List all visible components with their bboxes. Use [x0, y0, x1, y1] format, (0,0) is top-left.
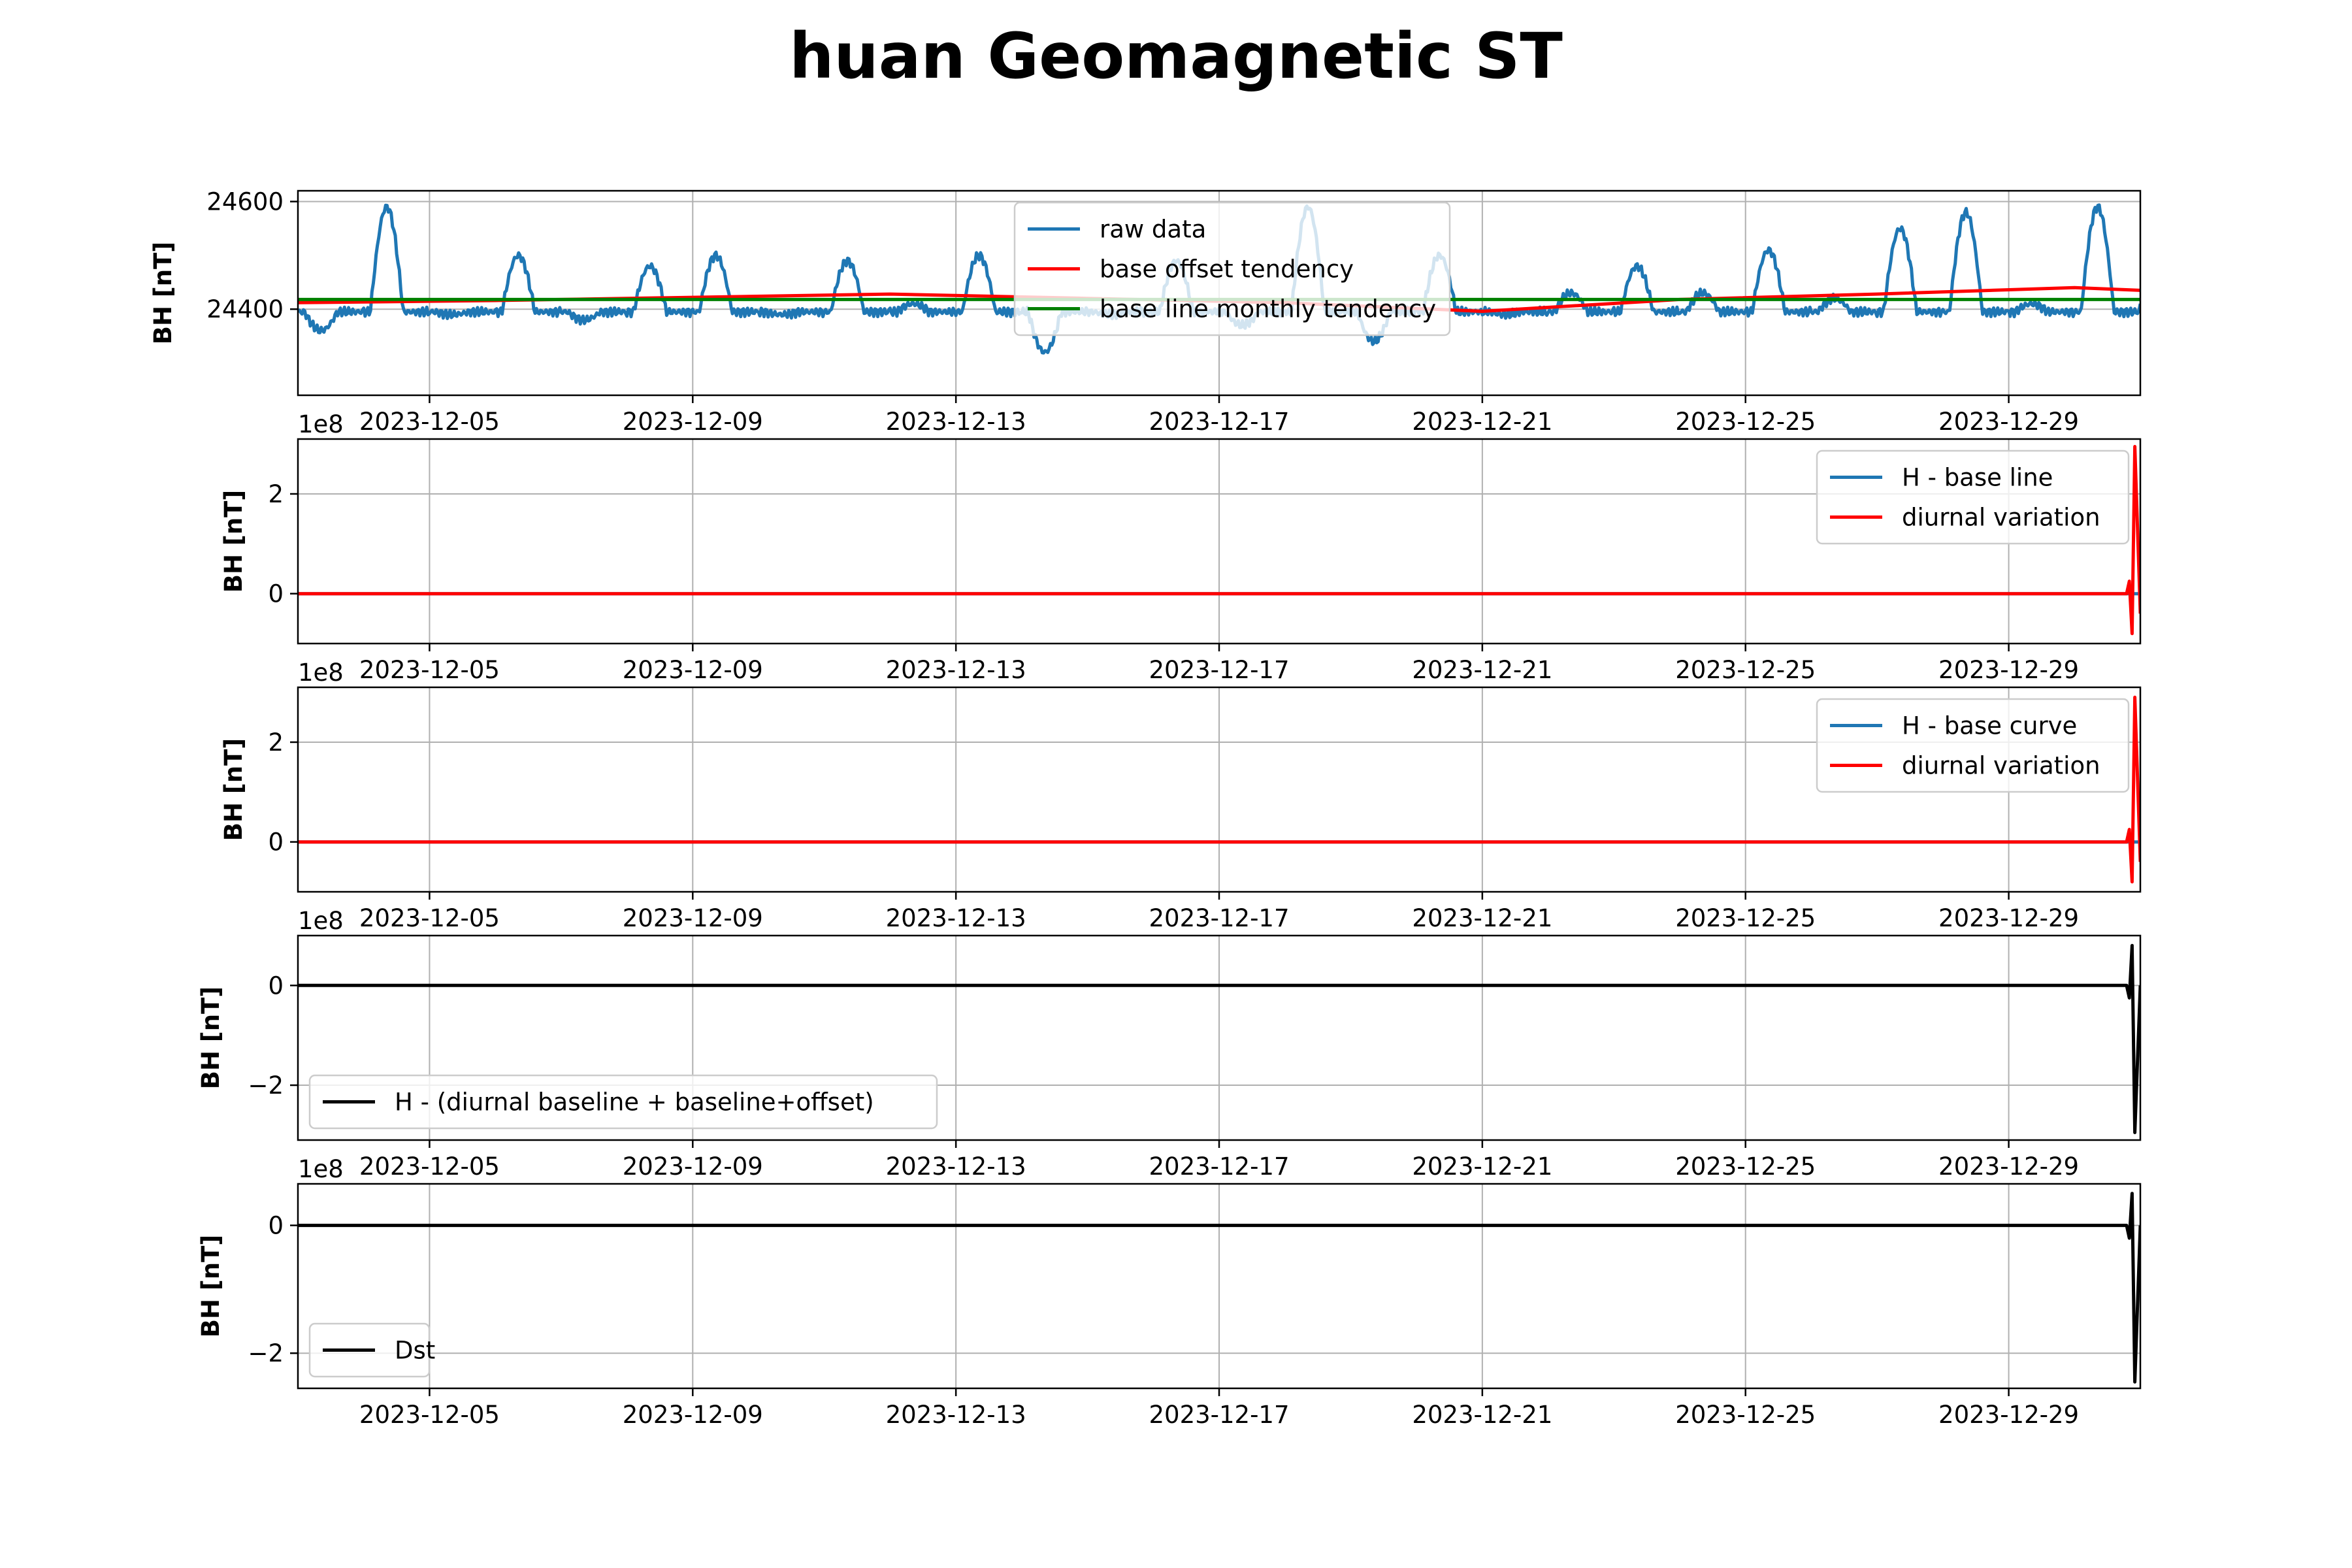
x-tick-label: 2023-12-13: [886, 1401, 1026, 1429]
x-tick-label: 2023-12-25: [1675, 1401, 1816, 1429]
series-line-2: [298, 695, 2140, 884]
x-tick-label: 2023-12-09: [623, 1401, 763, 1429]
x-tick-label: 2023-12-29: [1938, 1401, 2079, 1429]
x-tick-label: 2023-12-21: [1412, 904, 1552, 932]
x-tick-label: 2023-12-25: [1675, 1152, 1816, 1181]
legend-label: diurnal variation: [1902, 752, 2100, 780]
x-tick-label: 2023-12-29: [1938, 904, 2079, 932]
series-group: [298, 695, 2140, 884]
x-tick-label: 2023-12-17: [1149, 1152, 1289, 1181]
y-axis-label: BH [nT]: [220, 738, 248, 841]
x-tick-label: 2023-12-05: [359, 1152, 500, 1181]
y-tick-label: −2: [248, 1339, 284, 1367]
x-tick-label: 2023-12-29: [1938, 1152, 2079, 1181]
legend-label: Dst: [395, 1337, 435, 1365]
legend-box: [1816, 698, 2130, 793]
y-axis-label: BH [nT]: [197, 1235, 225, 1337]
y-offset-label: 1e8: [298, 907, 344, 935]
y-tick-label: 2: [268, 728, 284, 757]
x-tick-label: 2023-12-09: [623, 408, 763, 436]
series-group: [298, 1192, 2140, 1384]
y-axis-label: BH [nT]: [149, 242, 177, 344]
legend: Dst: [308, 1322, 435, 1378]
x-tick-label: 2023-12-13: [886, 904, 1026, 932]
panel-5: 2023-12-05 2023-12-09 2023-12-13 2023-12-17…: [197, 1155, 2142, 1429]
series-group: [298, 943, 2140, 1134]
series-line-2: [298, 445, 2140, 636]
x-tick-label: 2023-12-17: [1149, 904, 1289, 932]
x-tick-label: 2023-12-29: [1938, 656, 2079, 684]
y-offset-label: 1e8: [298, 410, 344, 438]
legend-box: [308, 1074, 938, 1130]
x-tick-label: 2023-12-21: [1412, 1152, 1552, 1181]
legend: H - base line diurnal variation: [1816, 449, 2130, 545]
x-tick-label: 2023-12-05: [359, 904, 500, 932]
y-offset-label: 1e8: [298, 659, 344, 687]
legend-box: [1816, 449, 2130, 545]
x-tick-label: 2023-12-09: [623, 1152, 763, 1181]
panel-3: 2023-12-05 2023-12-09 2023-12-13 2023-12-17…: [220, 659, 2142, 932]
figure-title: huan Geomagnetic ST: [789, 20, 1563, 93]
y-tick-label: −2: [248, 1071, 284, 1100]
panel-1: 2023-12-05 2023-12-09 2023-12-13 2023-12-17…: [149, 188, 2142, 436]
x-tick-label: 2023-12-25: [1675, 656, 1816, 684]
x-tick-label: 2023-12-17: [1149, 1401, 1289, 1429]
y-axis-label: BH [nT]: [220, 490, 248, 593]
x-tick-label: 2023-12-13: [886, 1152, 1026, 1181]
series-line-1: [298, 1192, 2140, 1384]
legend-label: H - base curve: [1902, 712, 2077, 740]
legend-label: base offset tendency: [1100, 255, 1354, 284]
y-tick-label: 2: [268, 480, 284, 508]
series-group: [298, 445, 2140, 636]
y-tick-label: 24600: [206, 188, 284, 216]
legend: H - base curve diurnal variation: [1816, 698, 2130, 793]
x-tick-label: 2023-12-17: [1149, 656, 1289, 684]
y-axis-label: BH [nT]: [197, 987, 225, 1089]
x-tick-label: 2023-12-25: [1675, 904, 1816, 932]
x-tick-label: 2023-12-25: [1675, 408, 1816, 436]
x-tick-label: 2023-12-09: [623, 904, 763, 932]
legend-label: diurnal variation: [1902, 504, 2100, 532]
legend-box: [1013, 201, 1451, 336]
legend-label: raw data: [1100, 216, 1206, 244]
x-tick-label: 2023-12-17: [1149, 408, 1289, 436]
series-line-1: [298, 943, 2140, 1134]
x-tick-label: 2023-12-21: [1412, 408, 1552, 436]
x-tick-label: 2023-12-13: [886, 408, 1026, 436]
legend-label: H - (diurnal baseline + baseline+offset): [395, 1088, 874, 1117]
y-tick-label: 24400: [206, 295, 284, 323]
y-tick-label: 0: [268, 972, 284, 1000]
panel-2: 2023-12-05 2023-12-09 2023-12-13 2023-12-17…: [220, 410, 2142, 684]
x-tick-label: 2023-12-21: [1412, 656, 1552, 684]
x-tick-label: 2023-12-29: [1938, 408, 2079, 436]
x-tick-label: 2023-12-13: [886, 656, 1026, 684]
legend: raw data base offset tendency base line mo…: [1013, 201, 1451, 336]
x-tick-label: 2023-12-09: [623, 656, 763, 684]
y-tick-label: 0: [268, 1212, 284, 1240]
y-tick-label: 0: [268, 828, 284, 857]
x-tick-label: 2023-12-05: [359, 408, 500, 436]
y-offset-label: 1e8: [298, 1155, 344, 1183]
x-tick-label: 2023-12-21: [1412, 1401, 1552, 1429]
legend-label: base line monthly tendency: [1100, 295, 1436, 323]
legend: H - (diurnal baseline + baseline+offset): [308, 1074, 938, 1130]
panel-4: 2023-12-05 2023-12-09 2023-12-13 2023-12-17…: [197, 907, 2142, 1181]
x-tick-label: 2023-12-05: [359, 656, 500, 684]
y-tick-label: 0: [268, 580, 284, 608]
legend-label: H - base line: [1902, 464, 2053, 492]
x-tick-label: 2023-12-05: [359, 1401, 500, 1429]
